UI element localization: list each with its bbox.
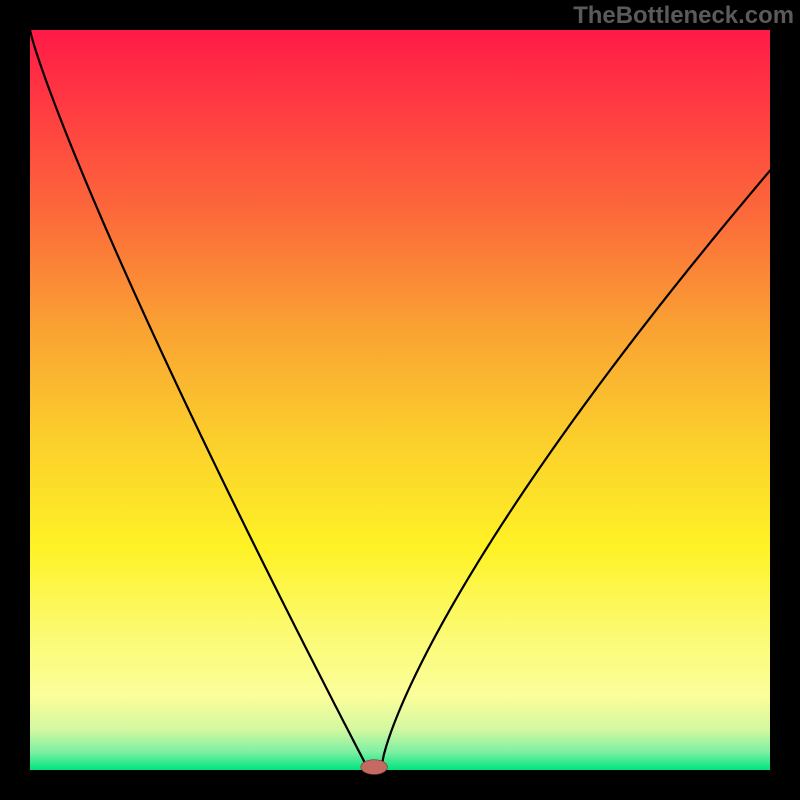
bottleneck-curve-chart xyxy=(0,0,800,800)
minimum-marker xyxy=(361,760,388,775)
plot-background xyxy=(30,30,770,770)
chart-container: TheBottleneck.com xyxy=(0,0,800,800)
